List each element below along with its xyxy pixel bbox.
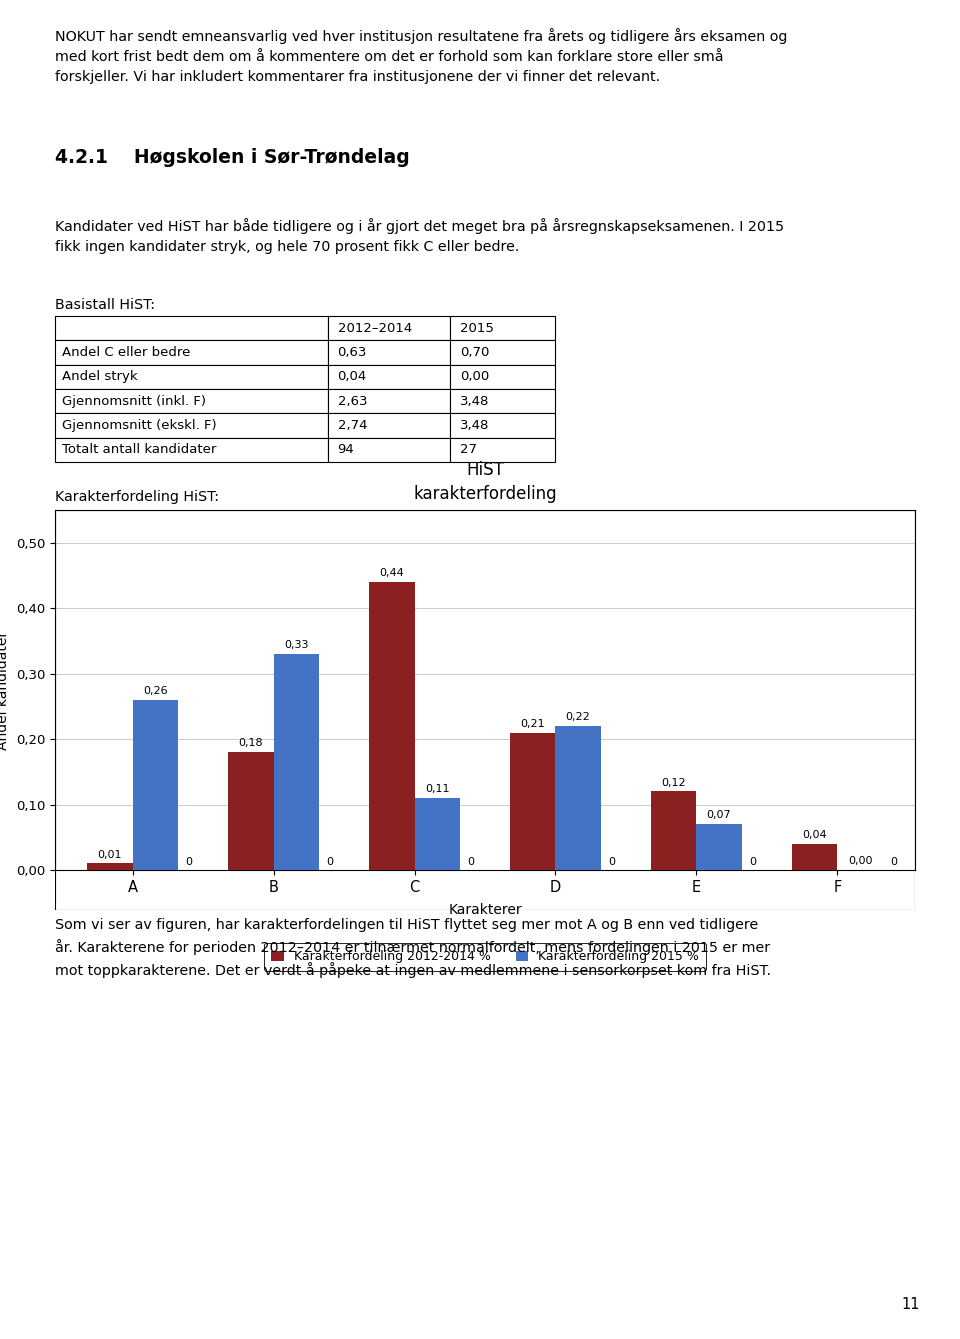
- Text: 0,04: 0,04: [338, 371, 367, 383]
- Bar: [55, 364, 327, 390]
- Bar: [55, 390, 327, 414]
- Bar: [55, 316, 327, 340]
- Text: 0,22: 0,22: [565, 712, 590, 722]
- Text: 4.2.1    Høgskolen i Sør-Trøndelag: 4.2.1 Høgskolen i Sør-Trøndelag: [55, 149, 410, 167]
- Bar: [87, 864, 132, 870]
- Bar: [556, 726, 601, 870]
- Text: 0: 0: [468, 857, 474, 868]
- Bar: [450, 438, 555, 462]
- Text: 0,12: 0,12: [661, 778, 686, 787]
- Text: 0,18: 0,18: [239, 738, 263, 749]
- Bar: [652, 791, 696, 870]
- Bar: [274, 653, 319, 870]
- Bar: [450, 414, 555, 438]
- Bar: [327, 316, 450, 340]
- Text: 2,74: 2,74: [338, 419, 367, 432]
- Text: 0,07: 0,07: [707, 810, 732, 821]
- Text: Som vi ser av figuren, har karakterfordelingen til HiST flyttet seg mer mot A og: Som vi ser av figuren, har karakterforde…: [55, 919, 771, 979]
- Text: 2012–2014: 2012–2014: [338, 321, 412, 335]
- Text: 0: 0: [609, 857, 615, 868]
- Text: 0,00: 0,00: [460, 371, 490, 383]
- Text: 0,21: 0,21: [520, 719, 545, 728]
- Text: Karakterfordeling HiST:: Karakterfordeling HiST:: [55, 490, 219, 503]
- Text: 0,26: 0,26: [143, 686, 167, 696]
- Text: 0: 0: [326, 857, 333, 868]
- Text: Andel stryk: Andel stryk: [62, 371, 138, 383]
- Bar: [55, 438, 327, 462]
- Text: 0,11: 0,11: [425, 785, 449, 794]
- Title: HiST
karakterfordeling: HiST karakterfordeling: [413, 462, 557, 503]
- X-axis label: Karakterer: Karakterer: [448, 902, 522, 917]
- Bar: [327, 390, 450, 414]
- Text: 0,33: 0,33: [284, 640, 308, 649]
- Text: 94: 94: [338, 443, 354, 457]
- Bar: [55, 414, 327, 438]
- Text: 0,44: 0,44: [379, 568, 404, 578]
- Bar: [327, 340, 450, 364]
- Bar: [696, 825, 741, 870]
- Bar: [450, 364, 555, 390]
- Text: 3,48: 3,48: [460, 419, 490, 432]
- Text: 0,01: 0,01: [98, 849, 122, 860]
- Text: 2,63: 2,63: [338, 395, 367, 407]
- Bar: [327, 438, 450, 462]
- Text: Gjennomsnitt (ekskl. F): Gjennomsnitt (ekskl. F): [62, 419, 217, 432]
- Text: 0,04: 0,04: [803, 830, 828, 840]
- Text: Kandidater ved HiST har både tidligere og i år gjort det meget bra på årsregnska: Kandidater ved HiST har både tidligere o…: [55, 218, 784, 254]
- Text: NOKUT har sendt emneansvarlig ved hver institusjon resultatene fra årets og tidl: NOKUT har sendt emneansvarlig ved hver i…: [55, 28, 787, 84]
- Text: 0: 0: [185, 857, 192, 868]
- Bar: [370, 582, 415, 870]
- Text: 11: 11: [901, 1297, 920, 1312]
- Bar: [511, 732, 556, 870]
- Bar: [450, 316, 555, 340]
- Bar: [228, 753, 274, 870]
- Text: 0,70: 0,70: [460, 345, 490, 359]
- Text: 0: 0: [750, 857, 756, 868]
- Bar: [55, 340, 327, 364]
- Text: 0,63: 0,63: [338, 345, 367, 359]
- Bar: [327, 364, 450, 390]
- Bar: [327, 414, 450, 438]
- Text: 0: 0: [890, 857, 898, 868]
- Bar: [792, 844, 837, 870]
- Bar: [450, 340, 555, 364]
- Text: Totalt antall kandidater: Totalt antall kandidater: [62, 443, 217, 457]
- Text: 3,48: 3,48: [460, 395, 490, 407]
- Text: Andel C eller bedre: Andel C eller bedre: [62, 345, 191, 359]
- Text: Basistall HiST:: Basistall HiST:: [55, 299, 155, 312]
- Bar: [415, 798, 460, 870]
- Bar: [132, 700, 178, 870]
- Legend: Karakterfordeling 2012-2014 %, Karakterfordeling 2015 %: Karakterfordeling 2012-2014 %, Karakterf…: [264, 943, 707, 971]
- Bar: [450, 390, 555, 414]
- Text: Gjennomsnitt (inkl. F): Gjennomsnitt (inkl. F): [62, 395, 206, 407]
- Y-axis label: Andel kandidater: Andel kandidater: [0, 631, 11, 750]
- Text: 2015: 2015: [460, 321, 493, 335]
- Text: 27: 27: [460, 443, 477, 457]
- Text: 0,00: 0,00: [848, 856, 873, 866]
